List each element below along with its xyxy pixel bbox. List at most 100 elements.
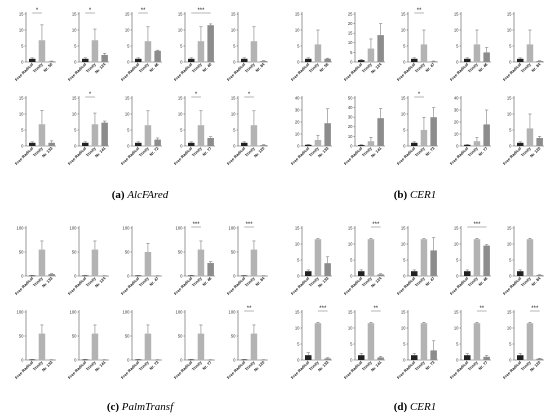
bar: [154, 275, 161, 277]
bar: [305, 58, 312, 62]
bar: [483, 124, 490, 146]
x-tick-label: Free Radical: [396, 62, 416, 82]
x-tick-label: Free Radical: [290, 360, 310, 380]
y-tick-label: 0: [180, 273, 183, 278]
x-tick-label: Free Radical: [502, 62, 522, 82]
y-tick-label: 10: [295, 131, 300, 136]
y-tick-label: 0: [403, 357, 406, 362]
x-tick-label: Nr. 47: [424, 275, 436, 287]
y-tick-label: 100: [70, 309, 78, 314]
y-tick-label: 0: [509, 357, 512, 362]
y-tick-label: 0: [509, 143, 512, 148]
y-tick-label: 15: [454, 225, 459, 230]
x-tick-label: Free Radical: [120, 146, 140, 166]
bar: [377, 274, 384, 276]
significance-label: ***: [197, 8, 205, 14]
y-tick-label: 0: [297, 143, 300, 148]
bar: [154, 50, 161, 62]
x-tick-label: Free Radical: [502, 146, 522, 166]
x-tick-label: Nr. 73: [148, 359, 160, 371]
y-tick-label: 100: [123, 309, 131, 314]
x-tick-label: Trinity: [191, 61, 204, 74]
x-tick-label: Nr. 73: [424, 359, 436, 371]
y-tick-label: 10: [507, 111, 512, 116]
y-tick-label: 0: [297, 273, 300, 278]
x-tick-label: Trinity: [520, 275, 533, 288]
y-tick-label: 100: [123, 225, 131, 230]
y-tick-label: 0: [21, 59, 24, 64]
y-tick-label: 10: [454, 241, 459, 246]
bar: [101, 359, 108, 361]
bar: [29, 142, 36, 146]
y-tick-label: 10: [348, 241, 353, 246]
bar: [241, 58, 248, 62]
significance-label: ***: [193, 222, 201, 228]
x-tick-label: Nr. 47: [148, 275, 160, 287]
bar: [188, 142, 195, 146]
y-tick-label: 15: [125, 11, 130, 16]
x-tick-label: Nr. 133: [317, 359, 330, 372]
x-tick-label: Trinity: [244, 61, 257, 74]
y-tick-label: 5: [74, 43, 77, 48]
bar: [197, 41, 205, 62]
y-tick-label: 10: [348, 134, 353, 139]
caption-panel-a: (a) AlcFAred: [10, 189, 270, 201]
bar: [82, 359, 89, 361]
y-tick-label: 5: [403, 127, 406, 132]
bar: [358, 271, 365, 276]
x-tick-label: Nr. 84: [530, 275, 542, 287]
x-tick-label: Free Radical: [396, 360, 416, 380]
x-tick-label: Nr. 50: [42, 61, 54, 73]
significance-label: ***: [473, 222, 481, 228]
x-tick-label: Free Radical: [502, 360, 522, 380]
significance-label: *: [89, 92, 92, 98]
significance-label: **: [247, 306, 252, 312]
y-tick-label: 10: [19, 27, 24, 32]
bar: [314, 323, 322, 360]
y-tick-label: 5: [127, 43, 130, 48]
y-tick-label: 15: [231, 95, 236, 100]
bar: [324, 58, 331, 62]
x-tick-label: Free Radical: [290, 276, 310, 296]
bar: [526, 128, 534, 146]
x-tick-label: Trinity: [467, 145, 480, 158]
x-tick-label: Nr. 46: [477, 275, 489, 287]
y-tick-label: 10: [125, 27, 130, 32]
x-tick-label: Nr. 55: [318, 61, 330, 73]
bar: [260, 275, 267, 277]
bar: [154, 139, 161, 146]
y-tick-label: 15: [348, 309, 353, 314]
significance-label: **: [417, 8, 422, 14]
bar: [38, 124, 46, 146]
x-tick-label: Nr. 133: [317, 275, 330, 288]
bar: [207, 263, 214, 276]
bar: [144, 333, 152, 360]
y-tick-label: 10: [231, 27, 236, 32]
y-tick-label: 5: [127, 127, 130, 132]
y-tick-label: 10: [507, 241, 512, 246]
x-tick-label: Free Radical: [449, 360, 469, 380]
y-tick-label: 40: [295, 95, 300, 100]
y-tick-label: 25: [348, 11, 353, 16]
x-tick-label: Trinity: [414, 275, 427, 288]
y-tick-label: 0: [350, 357, 353, 362]
bar: [358, 60, 365, 62]
caption-gene: CER1: [409, 189, 437, 201]
y-tick-label: 50: [19, 333, 24, 338]
bar: [367, 323, 375, 360]
x-tick-label: Nr. 73: [424, 145, 436, 157]
y-tick-label: 0: [127, 357, 130, 362]
y-tick-label: 15: [72, 11, 77, 16]
